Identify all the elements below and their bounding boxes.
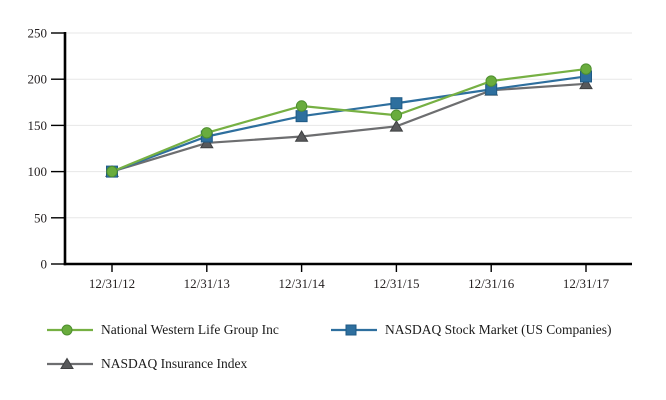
- x-axis-label: 12/31/16: [468, 276, 515, 291]
- data-point-circle: [485, 75, 497, 87]
- data-point-circle: [295, 100, 308, 112]
- y-axis-label: 200: [28, 72, 48, 87]
- legend-label-nasdaq-insurance: NASDAQ Insurance Index: [101, 356, 248, 371]
- data-point-triangle: [579, 77, 593, 90]
- y-axis-label: 100: [28, 164, 48, 179]
- legend-item-nasdaq-stock-market: NASDAQ Stock Market (US Companies): [331, 322, 611, 338]
- y-axis-label: 0: [41, 257, 48, 272]
- legend-square-marker-icon: [331, 324, 377, 336]
- y-axis-label: 50: [34, 210, 47, 225]
- data-point-circle: [106, 165, 118, 178]
- legend-item-national-western: National Western Life Group Inc: [47, 322, 279, 338]
- legend-circle-marker-icon: [47, 324, 93, 336]
- legend-label-nasdaq-stock-market: NASDAQ Stock Market (US Companies): [385, 322, 612, 337]
- data-point-circle: [580, 63, 592, 75]
- x-axis-label: 12/31/12: [89, 276, 135, 291]
- data-point-triangle: [294, 129, 309, 142]
- data-point-triangle: [389, 119, 404, 132]
- performance-line-chart: 0 50 100 150 200 250 12/31/12 12/31/13 12/31/14 1…: [28, 26, 632, 291]
- x-axis-label: 12/31/13: [184, 276, 230, 291]
- y-axis-label: 150: [28, 118, 48, 133]
- legend-label-national-western: National Western Life Group Inc: [101, 322, 279, 337]
- legend-item-nasdaq-insurance: NASDAQ Insurance Index: [47, 356, 247, 372]
- data-point-triangle: [199, 136, 214, 149]
- x-axis-label: 12/31/15: [373, 276, 419, 291]
- x-axis-label: 12/31/14: [278, 276, 325, 291]
- series-line-circle: [111, 67, 587, 173]
- data-point-circle: [201, 127, 213, 139]
- series-line-square: [111, 75, 587, 173]
- data-point-circle: [390, 109, 403, 121]
- series-line-triangle: [111, 82, 587, 173]
- data-point-square: [295, 110, 308, 123]
- legend-triangle-marker-icon: [47, 357, 93, 369]
- data-point-square: [390, 97, 403, 110]
- x-axis-label: 12/31/17: [563, 276, 610, 291]
- y-axis-label: 250: [28, 26, 48, 41]
